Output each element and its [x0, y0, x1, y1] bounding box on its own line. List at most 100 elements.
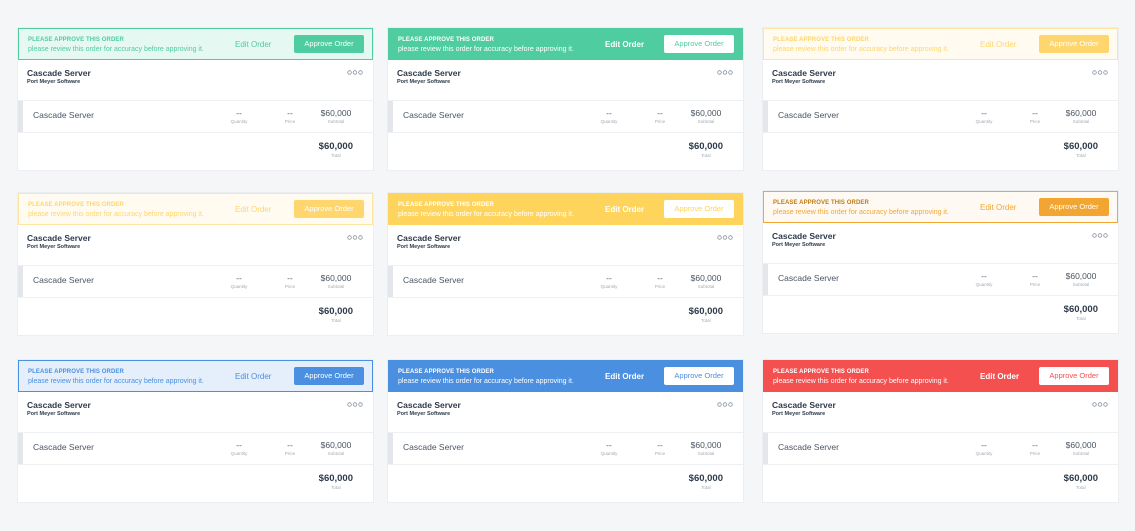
quantity-cell: -- Quantity	[974, 440, 994, 456]
total-value: $60,000	[318, 473, 353, 484]
subtotal-label: Subtotal	[697, 119, 715, 124]
subtotal-cell: $60,000 Subtotal	[686, 108, 726, 124]
banner-text: please review this order for accuracy be…	[28, 46, 204, 53]
price-cell: -- Price	[280, 108, 300, 124]
approve-order-button[interactable]: Approve Order	[1039, 198, 1109, 216]
subtotal-cell: $60,000 Subtotal	[1061, 440, 1101, 456]
total-value: $60,000	[318, 306, 353, 317]
quantity-value: --	[981, 108, 987, 118]
banner-title: PLEASE APPROVE THIS ORDER	[28, 202, 124, 208]
product-name: Cascade Server	[397, 68, 461, 78]
vendor-name: Port Meyer Software	[27, 411, 81, 417]
total-value: $60,000	[688, 473, 723, 484]
edit-order-link[interactable]: Edit Order	[605, 205, 645, 214]
edit-order-link[interactable]: Edit Order	[605, 372, 645, 381]
approve-order-button[interactable]: Approve Order	[664, 367, 734, 385]
edit-order-link[interactable]: Edit Order	[605, 40, 645, 49]
edit-order-link[interactable]: Edit Order	[980, 40, 1017, 49]
price-value: --	[287, 108, 293, 118]
vendor-name: Port Meyer Software	[27, 244, 81, 250]
menu-dot	[1103, 402, 1108, 407]
order-card: PLEASE APPROVE THIS ORDER please review t…	[388, 193, 743, 335]
total-label: Total	[701, 485, 711, 490]
subtotal-value: $60,000	[320, 440, 352, 450]
more-menu[interactable]	[717, 235, 733, 240]
price-value: --	[287, 440, 293, 450]
quantity-cell: -- Quantity	[599, 440, 619, 456]
more-menu[interactable]	[1092, 402, 1108, 407]
approve-order-button[interactable]: Approve Order	[294, 35, 364, 53]
quantity-label: Quantity	[975, 282, 993, 287]
more-menu[interactable]	[717, 402, 733, 407]
edit-order-link[interactable]: Edit Order	[235, 205, 272, 214]
edit-order-link[interactable]: Edit Order	[980, 372, 1020, 381]
menu-dot	[347, 235, 352, 240]
total-label: Total	[331, 485, 341, 490]
item-name: Cascade Server	[33, 442, 94, 452]
order-card: PLEASE APPROVE THIS ORDER please review t…	[388, 360, 743, 502]
approval-banner: PLEASE APPROVE THIS ORDER please review t…	[763, 360, 1118, 392]
edit-order-link[interactable]: Edit Order	[235, 372, 272, 381]
quantity-cell: -- Quantity	[974, 271, 994, 287]
approve-order-button[interactable]: Approve Order	[294, 367, 364, 385]
banner-title: PLEASE APPROVE THIS ORDER	[28, 37, 124, 43]
subtotal-label: Subtotal	[327, 284, 345, 289]
menu-dot	[728, 70, 733, 75]
approve-order-button[interactable]: Approve Order	[664, 35, 734, 53]
menu-dot	[352, 70, 358, 75]
quantity-value: --	[236, 273, 242, 283]
quantity-value: --	[236, 108, 242, 118]
line-item: Cascade Server -- Quantity -- Price $60,000 Su…	[388, 100, 743, 133]
edit-order-link[interactable]: Edit Order	[980, 203, 1017, 212]
subtotal-cell: $60,000 Subtotal	[1061, 271, 1101, 287]
quantity-label: Quantity	[600, 451, 618, 456]
quantity-value: --	[606, 440, 612, 450]
price-cell: -- Price	[650, 440, 670, 456]
more-menu[interactable]	[1092, 233, 1108, 238]
banner-text: please review this order for accuracy be…	[773, 46, 949, 53]
menu-dot	[347, 402, 352, 407]
product-name: Cascade Server	[772, 231, 836, 241]
menu-dot	[1097, 233, 1103, 238]
subtotal-value: $60,000	[690, 108, 722, 118]
line-item: Cascade Server -- Quantity -- Price $60,000 Su…	[18, 265, 373, 298]
item-name: Cascade Server	[403, 275, 464, 285]
menu-dot	[352, 402, 358, 407]
more-menu[interactable]	[347, 70, 363, 75]
quantity-value: --	[981, 440, 987, 450]
price-label: Price	[284, 284, 296, 289]
menu-dot	[1103, 233, 1108, 238]
price-label: Price	[654, 119, 666, 124]
menu-dot	[1097, 70, 1103, 75]
more-menu[interactable]	[717, 70, 733, 75]
more-menu[interactable]	[347, 235, 363, 240]
total-cell: $60,000 Total	[1064, 473, 1098, 490]
more-menu[interactable]	[347, 402, 363, 407]
price-cell: -- Price	[280, 440, 300, 456]
approve-order-button[interactable]: Approve Order	[664, 200, 734, 218]
banner-title: PLEASE APPROVE THIS ORDER	[773, 37, 869, 43]
price-cell: -- Price	[1025, 440, 1045, 456]
price-label: Price	[1029, 451, 1041, 456]
order-card: PLEASE APPROVE THIS ORDER please review t…	[18, 28, 373, 170]
item-name: Cascade Server	[33, 110, 94, 120]
more-menu[interactable]	[1092, 70, 1108, 75]
approval-banner: PLEASE APPROVE THIS ORDER please review t…	[388, 360, 743, 392]
edit-order-link[interactable]: Edit Order	[235, 40, 272, 49]
price-label: Price	[654, 284, 666, 289]
approve-order-button[interactable]: Approve Order	[294, 200, 364, 218]
banner-title: PLEASE APPROVE THIS ORDER	[28, 369, 124, 375]
banner-text: please review this order for accuracy be…	[398, 378, 574, 385]
approve-order-button[interactable]: Approve Order	[1039, 35, 1109, 53]
menu-dot	[1097, 402, 1103, 407]
total-cell: $60,000 Total	[689, 141, 723, 158]
approval-banner: PLEASE APPROVE THIS ORDER please review t…	[388, 28, 743, 60]
approve-order-button[interactable]: Approve Order	[1039, 367, 1109, 385]
item-name: Cascade Server	[778, 442, 839, 452]
vendor-name: Port Meyer Software	[772, 242, 826, 248]
product-name: Cascade Server	[27, 233, 91, 243]
approval-banner: PLEASE APPROVE THIS ORDER please review t…	[388, 193, 743, 225]
subtotal-value: $60,000	[690, 440, 722, 450]
order-card: PLEASE APPROVE THIS ORDER please review t…	[763, 28, 1118, 170]
